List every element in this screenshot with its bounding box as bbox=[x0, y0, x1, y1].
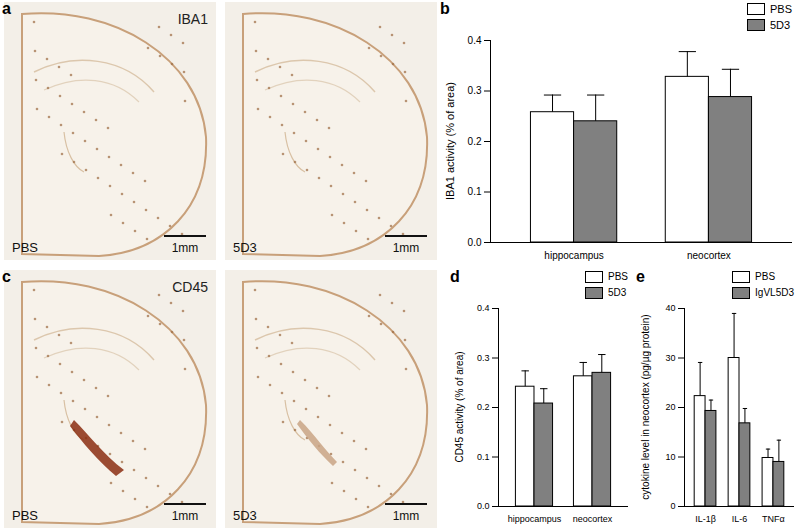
svg-text:neocortex: neocortex bbox=[687, 250, 731, 261]
svg-text:0.3: 0.3 bbox=[468, 85, 482, 96]
svg-text:CD45: CD45 bbox=[172, 279, 208, 295]
svg-text:IBA1: IBA1 bbox=[178, 11, 209, 27]
svg-text:1mm: 1mm bbox=[393, 509, 420, 523]
svg-text:0: 0 bbox=[670, 501, 675, 511]
svg-text:hippocampus: hippocampus bbox=[544, 250, 603, 261]
html-text:b: b bbox=[440, 0, 450, 17]
svg-text:0.2: 0.2 bbox=[468, 136, 482, 147]
svg-text:IL-6: IL-6 bbox=[732, 514, 748, 524]
svg-text:1mm: 1mm bbox=[172, 509, 199, 523]
svg-text:40: 40 bbox=[665, 303, 675, 313]
svg-text:0.4: 0.4 bbox=[477, 303, 490, 313]
svg-text:5D3: 5D3 bbox=[233, 508, 257, 523]
svg-text:0.1: 0.1 bbox=[468, 186, 482, 197]
html-text:CD45 activity (% of area): CD45 activity (% of area) bbox=[454, 351, 465, 463]
svg-text:1mm: 1mm bbox=[172, 241, 199, 255]
html-text:a: a bbox=[2, 0, 11, 17]
svg-text:0.1: 0.1 bbox=[477, 452, 490, 462]
svg-text:PBS: PBS bbox=[12, 508, 38, 523]
html-text:d: d bbox=[450, 268, 460, 285]
html-text:c: c bbox=[2, 268, 11, 285]
html-text:5D3: 5D3 bbox=[608, 287, 627, 298]
html-text:IBA1 activity (% of area): IBA1 activity (% of area) bbox=[444, 82, 456, 200]
svg-text:10: 10 bbox=[665, 452, 675, 462]
svg-text:1mm: 1mm bbox=[393, 241, 420, 255]
svg-text:TNFα: TNFα bbox=[762, 514, 785, 524]
svg-text:5D3: 5D3 bbox=[233, 240, 257, 255]
html-text:5D3: 5D3 bbox=[770, 19, 791, 31]
html-text:cytokine level in neocortex (p: cytokine level in neocortex (pg/µg prote… bbox=[640, 314, 651, 500]
svg-text:0.0: 0.0 bbox=[468, 237, 482, 248]
svg-text:neocortex: neocortex bbox=[573, 514, 613, 524]
svg-text:0.3: 0.3 bbox=[477, 353, 490, 363]
html-text:PBS: PBS bbox=[608, 271, 628, 282]
svg-text:0.2: 0.2 bbox=[477, 402, 490, 412]
svg-text:PBS: PBS bbox=[12, 240, 38, 255]
svg-text:hippocampus: hippocampus bbox=[508, 514, 562, 524]
html-text:IgVL5D3: IgVL5D3 bbox=[755, 287, 794, 298]
svg-text:IL-1β: IL-1β bbox=[695, 514, 716, 524]
svg-text:0.4: 0.4 bbox=[468, 35, 482, 46]
html-text:PBS: PBS bbox=[770, 3, 792, 15]
svg-text:0.0: 0.0 bbox=[477, 501, 490, 511]
svg-text:20: 20 bbox=[665, 402, 675, 412]
html-text:PBS: PBS bbox=[755, 271, 776, 282]
svg-text:30: 30 bbox=[665, 353, 675, 363]
html-text:e: e bbox=[636, 268, 645, 285]
